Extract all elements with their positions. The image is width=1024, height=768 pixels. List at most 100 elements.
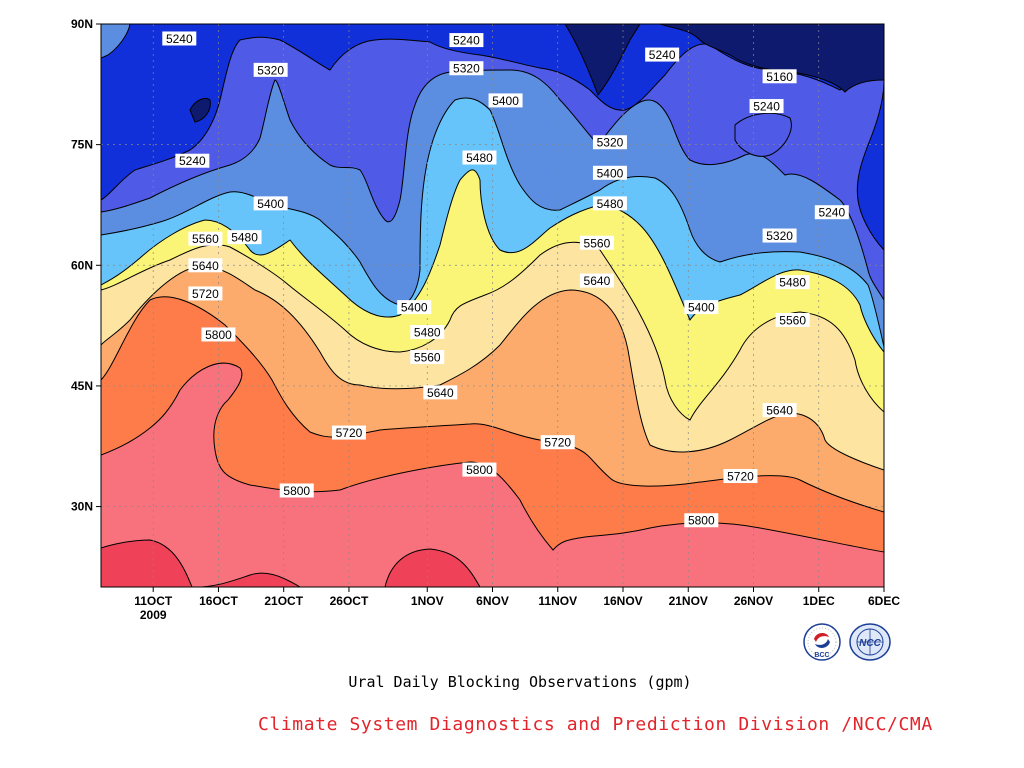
contour-label: 5800 xyxy=(279,483,314,498)
contour-label-text: 5400 xyxy=(597,166,624,180)
contour-label-text: 5640 xyxy=(427,386,454,400)
contour-label-text: 5240 xyxy=(818,206,845,220)
contour-label: 5400 xyxy=(684,300,719,315)
contour-label: 5560 xyxy=(775,312,810,327)
y-tick-label: 30N xyxy=(71,500,93,514)
contour-label: 5240 xyxy=(749,99,784,114)
contour-label-box xyxy=(592,135,627,150)
contour-label-text: 5240 xyxy=(166,32,193,46)
contour-label-box xyxy=(723,469,758,484)
band-5080 xyxy=(500,24,884,93)
contour-label-box xyxy=(762,228,797,243)
contour-label-text: 5320 xyxy=(766,229,793,243)
contour-label-box xyxy=(762,403,797,418)
contour-label-text: 5800 xyxy=(205,328,232,342)
band-5080-c xyxy=(189,97,211,123)
contour-label: 5480 xyxy=(592,196,627,211)
x-tick-label: 16OCT xyxy=(199,594,238,608)
band-5240-patch xyxy=(734,112,792,157)
contour-label: 5400 xyxy=(397,300,432,315)
x-tick-label: 6NOV xyxy=(476,594,509,608)
contour-label-text: 5720 xyxy=(192,287,219,301)
contour-label-text: 5480 xyxy=(779,276,806,290)
chart-title: Ural Daily Blocking Observations (gpm) xyxy=(348,673,692,691)
band-5080-b xyxy=(564,24,641,97)
contour-label-box xyxy=(201,327,236,342)
band-5320-patch xyxy=(101,24,131,59)
contour-label-box xyxy=(397,300,432,315)
contour-label-box xyxy=(410,325,445,340)
contour-label-text: 5400 xyxy=(257,197,284,211)
contour-label-text: 5480 xyxy=(466,151,493,165)
contour-label-text: 5320 xyxy=(257,63,284,77)
x-tick-label: 16NOV xyxy=(603,594,642,608)
contour-label: 5560 xyxy=(579,235,614,250)
x-tick-label: 26NOV xyxy=(734,594,773,608)
bcc-logo: BCC xyxy=(802,622,842,662)
contour-label-box xyxy=(253,196,288,211)
contour-label-box xyxy=(331,425,366,440)
contour-label-text: 5560 xyxy=(192,232,219,246)
contour-label-box xyxy=(749,99,784,114)
y-tick-label: 75N xyxy=(71,138,93,152)
x-axis: 11OCT 16OCT 21OCT 26OCT 1NOV 6NOV 11NOV 16NOV 21… xyxy=(134,587,900,622)
y-axis: 90N 75N 60N 45N 30N xyxy=(71,17,101,514)
contour-label: 5800 xyxy=(462,462,497,477)
contour-label: 5400 xyxy=(592,165,627,180)
bcc-logo-text: BCC xyxy=(814,652,829,659)
contour-label-text: 5640 xyxy=(584,274,611,288)
contour-label: 5480 xyxy=(227,230,262,245)
contour-label: 5800 xyxy=(201,327,236,342)
contour-label-box xyxy=(645,47,680,62)
contour-label: 5720 xyxy=(188,286,223,301)
contour-label-text: 5240 xyxy=(753,100,780,114)
contour-label-text: 5480 xyxy=(231,231,258,245)
contour-label-box xyxy=(579,235,614,250)
x-tick-label: 6DEC xyxy=(868,594,900,608)
contour-label: 5720 xyxy=(331,425,366,440)
x-tick-label: 11OCT xyxy=(134,594,173,608)
contour-label-box xyxy=(449,33,484,48)
contour-label-box xyxy=(253,62,288,77)
contour-label-text: 5240 xyxy=(179,154,206,168)
contour-label-text: 5560 xyxy=(414,350,441,364)
contour-label-box xyxy=(592,165,627,180)
contour-label: 5560 xyxy=(188,231,223,246)
contour-label-text: 5160 xyxy=(766,70,793,84)
contour-label-text: 5560 xyxy=(584,236,611,250)
contour-label-text: 5720 xyxy=(727,470,754,484)
contour-label-box xyxy=(488,93,523,108)
contour-label: 5320 xyxy=(592,135,627,150)
contour-label-box xyxy=(684,300,719,315)
contour-label: 5560 xyxy=(410,349,445,364)
contour-label: 5240 xyxy=(175,153,210,168)
contour-label: 5640 xyxy=(579,273,614,288)
contour-label-box xyxy=(188,258,223,273)
contour-label-box xyxy=(540,435,575,450)
ncc-logo-text: NCC xyxy=(859,638,881,649)
contour-label: 5640 xyxy=(188,258,223,273)
contour-label-box xyxy=(410,349,445,364)
contour-label: 5800 xyxy=(684,513,719,528)
contour-label-box xyxy=(423,385,458,400)
contour-label-box xyxy=(592,196,627,211)
contour-label-box xyxy=(162,31,197,46)
contour-label: 5400 xyxy=(488,93,523,108)
contour-label-text: 5400 xyxy=(688,301,715,315)
contour-label-box xyxy=(762,69,797,84)
contour-label-box xyxy=(188,286,223,301)
contour-label: 5720 xyxy=(723,469,758,484)
x-tick-label: 1NOV xyxy=(411,594,444,608)
contour-label-text: 5320 xyxy=(597,136,624,150)
contour-label-box xyxy=(227,230,262,245)
x-tick-label: 21OCT xyxy=(264,594,303,608)
x-tick-label: 1DEC xyxy=(803,594,835,608)
contour-label-text: 5240 xyxy=(649,48,676,62)
contour-label-box xyxy=(462,462,497,477)
x-tick-label: 26OCT xyxy=(330,594,369,608)
contour-label-text: 5800 xyxy=(688,514,715,528)
x-tick-label: 21NOV xyxy=(669,594,708,608)
contour-label-text: 5640 xyxy=(192,259,219,273)
contour-label-box xyxy=(449,61,484,76)
contour-label-box xyxy=(814,205,849,220)
